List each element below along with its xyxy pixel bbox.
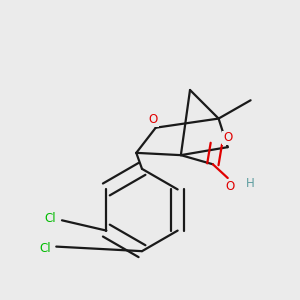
Text: O: O: [225, 179, 235, 193]
Text: Cl: Cl: [39, 242, 51, 255]
Text: O: O: [149, 113, 158, 126]
Text: H: H: [246, 177, 255, 190]
Text: O: O: [223, 131, 232, 145]
Text: Cl: Cl: [45, 212, 56, 224]
